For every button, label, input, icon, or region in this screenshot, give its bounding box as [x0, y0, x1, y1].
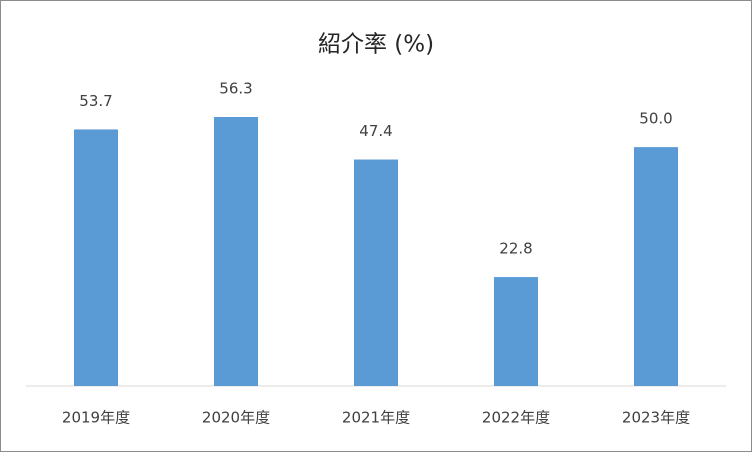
bar: [74, 129, 118, 386]
x-tick-label: 2023年度: [622, 409, 690, 427]
bar: [634, 147, 678, 386]
value-label: 56.3: [219, 80, 252, 98]
value-label: 47.4: [359, 122, 392, 140]
value-label: 53.7: [79, 92, 112, 110]
bar: [214, 117, 258, 386]
value-label: 22.8: [499, 240, 532, 258]
x-tick-label: 2020年度: [202, 409, 270, 427]
chart-title: 紹介率 (%): [318, 32, 434, 58]
x-tick-label: 2022年度: [482, 409, 550, 427]
bar: [354, 159, 398, 386]
x-tick-label: 2021年度: [342, 409, 410, 427]
x-tick-label: 2019年度: [62, 409, 130, 427]
value-label: 50.0: [639, 110, 672, 128]
bar: [494, 277, 538, 386]
